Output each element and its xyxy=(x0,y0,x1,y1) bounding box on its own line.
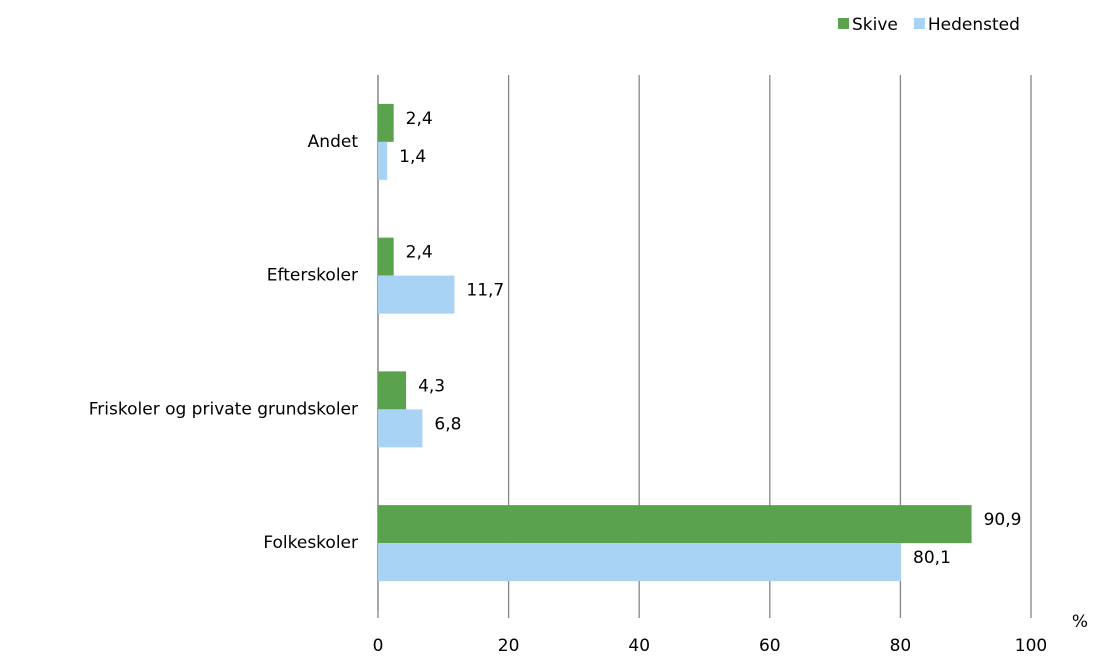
y-tick-label: Efterskoler xyxy=(267,266,358,286)
data-label: 6,8 xyxy=(434,414,461,434)
x-tick-label: 20 xyxy=(498,636,520,656)
legend-label: Skive xyxy=(852,15,898,35)
data-label: 90,9 xyxy=(984,510,1022,530)
bar xyxy=(378,371,407,410)
bar xyxy=(378,543,902,582)
legend-swatch xyxy=(913,18,925,29)
bar xyxy=(378,237,394,276)
data-label: 4,3 xyxy=(418,376,445,396)
x-tick-label: 40 xyxy=(628,636,650,656)
data-label: 11,7 xyxy=(466,281,504,301)
y-tick-label: Andet xyxy=(308,132,359,152)
x-tick-label: 100 xyxy=(1015,636,1047,656)
legend-label: Hedensted xyxy=(928,15,1020,35)
x-axis-label: % xyxy=(1072,612,1088,632)
bar xyxy=(378,275,455,314)
data-label: 2,4 xyxy=(406,109,433,129)
y-tick-label: Friskoler og private grundskoler xyxy=(89,399,358,419)
bar xyxy=(378,409,423,448)
legend-swatch xyxy=(838,18,849,29)
x-tick-label: 80 xyxy=(890,636,912,656)
y-tick-label: Folkeskoler xyxy=(263,533,358,553)
data-label: 1,4 xyxy=(399,147,426,167)
x-tick-label: 0 xyxy=(373,636,384,656)
x-tick-label: 60 xyxy=(759,636,781,656)
bar xyxy=(378,505,972,544)
bar xyxy=(378,141,388,180)
data-label: 80,1 xyxy=(913,548,951,568)
data-label: 2,4 xyxy=(406,243,433,263)
bar xyxy=(378,103,394,142)
